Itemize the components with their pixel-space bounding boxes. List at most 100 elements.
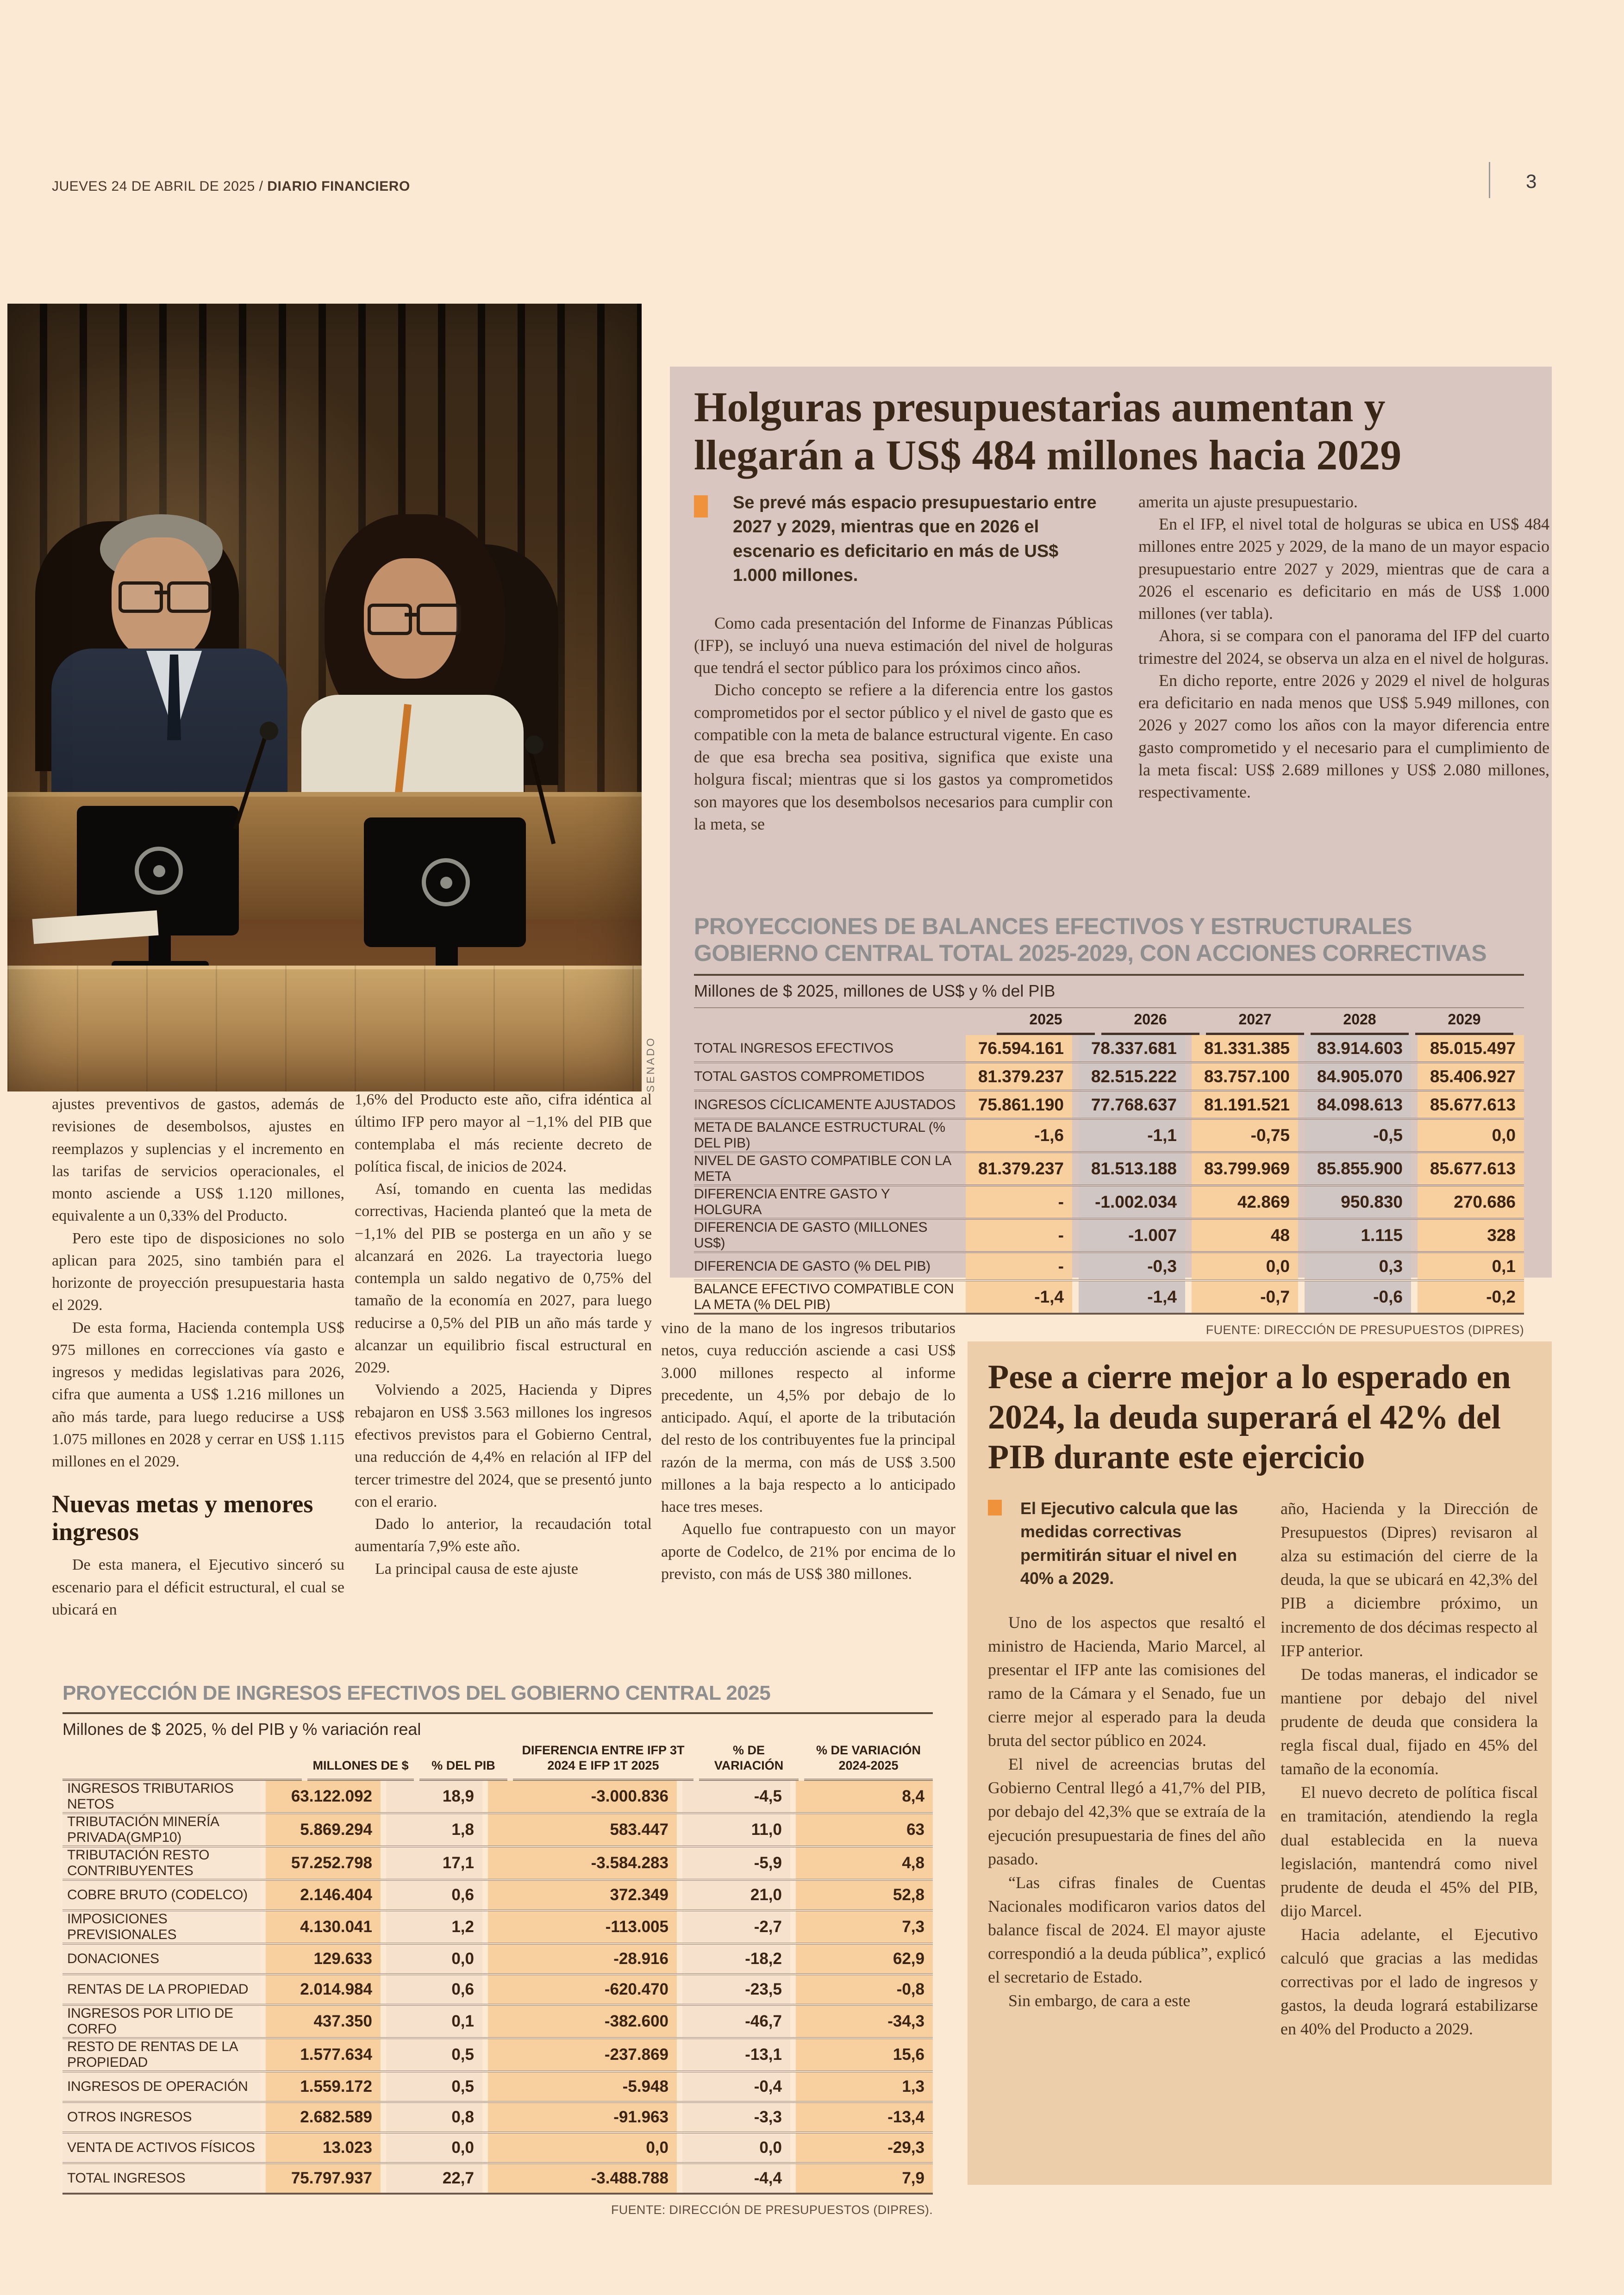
cell: -0,75: [1192, 1120, 1298, 1151]
row-label: IMPOSICIONES PREVISIONALES: [62, 1911, 260, 1943]
cell: 1.577.634: [266, 2039, 381, 2070]
cell: 950.830: [1305, 1186, 1411, 1218]
cell: 328: [1418, 1220, 1524, 1251]
cell: -2,7: [682, 1911, 790, 1943]
cell: 21,0: [682, 1880, 790, 1909]
paragraph: Dado lo anterior, la recaudación total a…: [355, 1515, 652, 1555]
paragraph: Volviendo a 2025, Hacienda y Dipres reba…: [355, 1381, 652, 1510]
column-header: % DE VARIACIÓN 2024-2025: [804, 1743, 933, 1781]
paragraph: El nivel de acreencias brutas del Gobier…: [988, 1755, 1266, 1868]
cell: -1,4: [1079, 1281, 1185, 1313]
cell: 17,1: [386, 1847, 482, 1879]
paragraph: En dicho reporte, entre 2026 y 2029 el n…: [1138, 671, 1549, 802]
table1-header-row: 2025 2026 2027 2028 2029: [694, 1011, 1524, 1035]
cell: -5.948: [488, 2072, 677, 2101]
paragraph: Dicho concepto se refiere a la diferenci…: [694, 680, 1113, 833]
cell: -91.963: [488, 2102, 677, 2132]
cell: 84.905.070: [1305, 1063, 1411, 1090]
subhead: Nuevas metas y menores ingresos: [52, 1490, 313, 1546]
cell: -28.916: [488, 1944, 677, 1973]
article-holguras: Holguras presupuestarias aumentan y lleg…: [670, 367, 1552, 1337]
row-label: BALANCE EFECTIVO COMPATIBLE CON LA META …: [694, 1281, 954, 1312]
photo-shape: [155, 591, 169, 594]
cell: -: [966, 1253, 1072, 1279]
row-label: TRIBUTACIÓN MINERÍA PRIVADA(GMP10): [62, 1814, 260, 1846]
paragraph: Así, tomando en cuenta las medidas corre…: [355, 1180, 652, 1377]
paragraph: vino de la mano de los ingresos tributar…: [661, 1320, 956, 1516]
article1-lede: Se prevé más espacio presupuestario entr…: [694, 491, 1113, 588]
bullet-square-icon: [694, 495, 708, 518]
cell: 18,9: [386, 1780, 482, 1812]
cell: 85.677.613: [1418, 1153, 1524, 1185]
row-label: INGRESOS DE OPERACIÓN: [62, 2072, 260, 2101]
header-spacer: [694, 1011, 990, 1035]
cell: -382.600: [488, 2005, 677, 2037]
row-label: NIVEL DE GASTO COMPATIBLE CON LA META: [694, 1153, 951, 1184]
cell: 0,0: [386, 2133, 482, 2162]
row-label: RESTO DE RENTAS DE LA PROPIEDAD: [62, 2039, 260, 2070]
cell: 62,9: [796, 1944, 933, 1973]
cell: 76.594.161: [966, 1035, 1072, 1061]
row-label: DIFERENCIA DE GASTO (% DEL PIB): [694, 1258, 931, 1274]
table2-body: INGRESOS TRIBUTARIOS NETOS 63.122.092 18,9…: [62, 1780, 933, 2195]
cell: -0,5: [1305, 1120, 1411, 1151]
cell: -34,3: [796, 2005, 933, 2037]
cell: 4,8: [796, 1847, 933, 1879]
photo-shape: [422, 858, 470, 906]
article2-headline: Pese a cierre mejor a lo esperado en 202…: [988, 1358, 1511, 1477]
row-label: TOTAL INGRESOS: [62, 2164, 260, 2193]
cell: 129.633: [266, 1944, 381, 1973]
cell: 0,6: [386, 1880, 482, 1909]
cell: 85.855.900: [1305, 1153, 1411, 1185]
cell: 42.869: [1192, 1186, 1298, 1218]
table2-source: FUENTE: DIRECCIÓN DE PRESUPUESTOS (DIPRE…: [611, 2202, 933, 2217]
cell: 0,3: [1305, 1253, 1411, 1279]
cell: -113.005: [488, 1911, 677, 1943]
row-label: META DE BALANCE ESTRUCTURAL (% DEL PIB): [694, 1120, 945, 1151]
table-row: INGRESOS DE OPERACIÓN 1.559.172 0,5 -5.948-…: [62, 2070, 933, 2101]
cell: 82.515.222: [1079, 1063, 1185, 1090]
cell: -1,1: [1079, 1120, 1185, 1151]
photo-shape: [7, 304, 642, 1091]
cell: -3,3: [682, 2102, 790, 2132]
cell: 0,1: [386, 2005, 482, 2037]
cell: 83.757.100: [1192, 1063, 1298, 1090]
cell: 7,3: [796, 1911, 933, 1943]
row-label: TRIBUTACIÓN RESTO CONTRIBUYENTES: [62, 1847, 260, 1879]
column-header: % DEL PIB: [419, 1743, 507, 1781]
monitor-icon: [364, 817, 526, 947]
cell: -: [966, 1186, 1072, 1218]
cell: 22,7: [386, 2164, 482, 2193]
main-article-column-2: 1,6% del Producto este año, cifra idénti…: [355, 1089, 652, 1580]
cell: 0,0: [1192, 1253, 1298, 1279]
table-row: DONACIONES 129.633 0,0 -28.916 -18,2 62,9: [62, 1942, 933, 1973]
paragraph: 1,6% del Producto este año, cifra idénti…: [355, 1091, 652, 1175]
photo-shape: [167, 655, 181, 740]
photo-shape: [7, 966, 642, 1091]
article1-headline: Holguras presupuestarias aumentan y lleg…: [694, 383, 1402, 479]
cell: 75.797.937: [266, 2164, 381, 2193]
rule: [62, 1712, 933, 1715]
glasses-icon: [119, 581, 163, 613]
photo-shape: [440, 877, 452, 889]
paragraph: Pero este tipo de disposiciones no solo …: [52, 1229, 344, 1314]
cell: 0,0: [488, 2133, 677, 2162]
cell: 0,5: [386, 2039, 482, 2070]
column-header: MILLONES DE $: [307, 1743, 414, 1781]
header-spacer: [62, 1743, 302, 1781]
cell: 372.349: [488, 1880, 677, 1909]
table-row: RESTO DE RENTAS DE LA PROPIEDAD 1.577.634…: [62, 2037, 933, 2070]
article1-column-1: Se prevé más espacio presupuestario entr…: [694, 491, 1113, 835]
cell: 583.447: [488, 1814, 677, 1846]
paragraph: De esta forma, Hacienda contempla US$ 97…: [52, 1319, 344, 1471]
column-header: 2029: [1415, 1011, 1513, 1035]
page-number-divider: [1489, 162, 1490, 198]
cell: 78.337.681: [1079, 1035, 1185, 1061]
table-row: DIFERENCIA DE GASTO (MILLONES US$) - -1.00…: [694, 1218, 1524, 1251]
table-row: BALANCE EFECTIVO COMPATIBLE CON LA META …: [694, 1279, 1524, 1313]
article1-column-2: amerita un ajuste presupuestario. En el …: [1138, 491, 1549, 803]
cell: 52,8: [796, 1880, 933, 1909]
cell: -13,4: [796, 2102, 933, 2132]
row-label: RENTAS DE LA PROPIEDAD: [62, 1975, 260, 2004]
cell: 8,4: [796, 1780, 933, 1812]
